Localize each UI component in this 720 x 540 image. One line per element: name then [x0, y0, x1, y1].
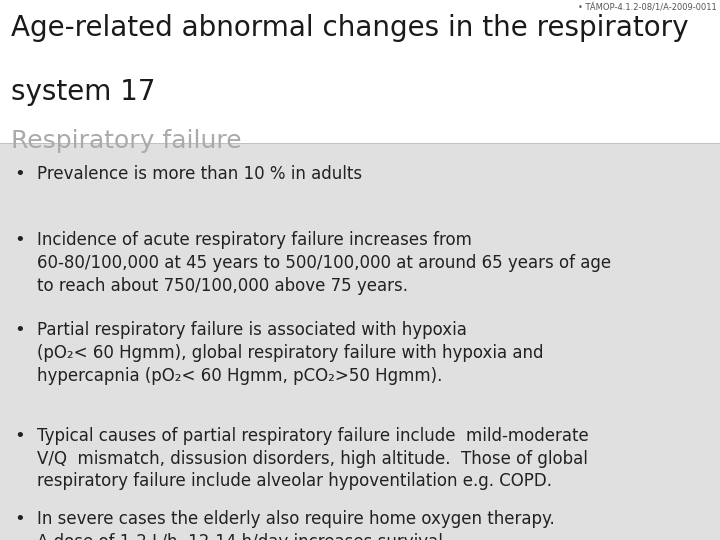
Text: In severe cases the elderly also require home oxygen therapy.
A dose of 1-2 L/h,: In severe cases the elderly also require… — [37, 510, 555, 540]
Text: •: • — [14, 321, 25, 339]
Text: •: • — [14, 231, 25, 249]
Text: Age-related abnormal changes in the respiratory: Age-related abnormal changes in the resp… — [11, 14, 688, 42]
Text: • TÁMOP-4.1.2-08/1/A-2009-0011: • TÁMOP-4.1.2-08/1/A-2009-0011 — [577, 4, 716, 13]
Text: Typical causes of partial respiratory failure include  mild-moderate
V/Q  mismat: Typical causes of partial respiratory fa… — [37, 427, 589, 490]
FancyBboxPatch shape — [0, 0, 720, 143]
Text: •: • — [14, 427, 25, 444]
Text: Respiratory failure: Respiratory failure — [11, 129, 241, 152]
Text: Prevalence is more than 10 % in adults: Prevalence is more than 10 % in adults — [37, 165, 363, 183]
Text: •: • — [14, 165, 25, 183]
Text: system 17: system 17 — [11, 78, 156, 106]
Text: •: • — [14, 510, 25, 528]
Text: Partial respiratory failure is associated with hypoxia
(pO₂< 60 Hgmm), global re: Partial respiratory failure is associate… — [37, 321, 544, 385]
Text: Incidence of acute respiratory failure increases from
60-80/100,000 at 45 years : Incidence of acute respiratory failure i… — [37, 231, 611, 295]
